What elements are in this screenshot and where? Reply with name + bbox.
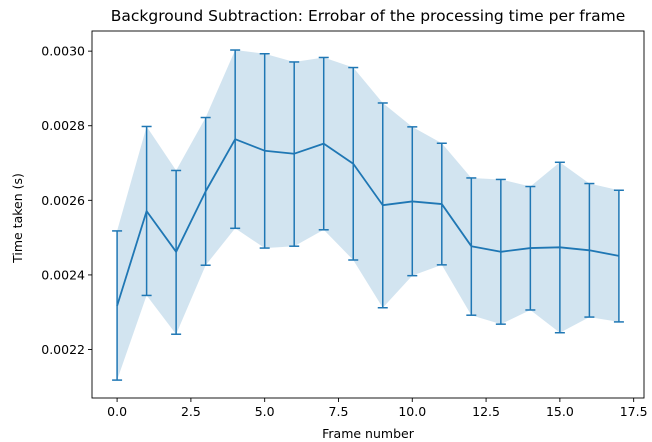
y-tick-label: 0.0022 [41, 342, 85, 357]
x-tick-label: 5.0 [255, 404, 275, 419]
y-axis: 0.0022 0.0024 0.0026 0.0028 0.0030 [41, 44, 92, 357]
x-tick-label: 12.5 [472, 404, 500, 419]
x-tick-label: 17.5 [620, 404, 648, 419]
y-tick-label: 0.0026 [41, 193, 85, 208]
mean-line-layer [116, 138, 620, 307]
y-tick-label: 0.0028 [41, 118, 85, 133]
x-tick-label: 2.5 [181, 404, 201, 419]
x-axis-label: Frame number [322, 426, 415, 441]
plot-frame [91, 30, 645, 399]
error-bar [613, 189, 624, 323]
error-band-layer [117, 50, 619, 381]
x-tick-label: 0.0 [107, 404, 127, 419]
plot-area [91, 30, 645, 399]
x-tick-label: 15.0 [546, 404, 574, 419]
y-tick-label: 0.0030 [41, 44, 85, 59]
error-band [117, 50, 619, 381]
x-tick-label: 7.5 [329, 404, 349, 419]
y-tick-label: 0.0024 [41, 267, 85, 282]
y-axis-label: Time taken (s) [10, 173, 25, 264]
x-axis: 0.0 2.5 5.0 7.5 10.0 12.5 15.0 17.5 [107, 398, 648, 419]
x-tick-label: 10.0 [398, 404, 426, 419]
mean-line [116, 138, 620, 307]
chart-title: Background Subtraction: Errobar of the p… [111, 7, 626, 25]
